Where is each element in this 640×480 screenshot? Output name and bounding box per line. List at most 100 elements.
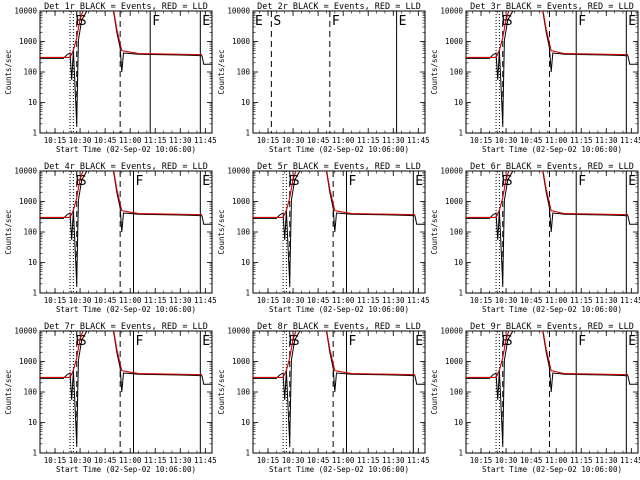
y-tick-label: 100 [449,228,463,237]
x-tick-label: 11:45 [194,136,217,145]
y-tick-label: 100 [449,388,463,397]
y-tick-label: 1000 [232,37,251,46]
marker-label: E [415,334,423,349]
x-tick-label: 11:00 [332,136,355,145]
lld-series-line [253,171,416,218]
plot-frame [39,330,213,454]
x-tick-label: 10:30 [282,296,305,305]
marker-label: F [578,334,586,349]
x-tick-label: 10:15 [257,136,280,145]
x-tick-label: 11:30 [595,136,618,145]
x-tick-label: 10:45 [94,456,117,465]
x-tick-label: 11:15 [570,136,593,145]
panel-title: Det 4r BLACK = Events, RED = LLD [44,162,208,172]
marker-label: E [399,14,407,29]
y-tick-label: 100 [23,68,37,77]
x-tick-label: 10:30 [282,456,305,465]
events-series-line [466,331,638,444]
y-tick-label: 10000 [227,7,250,16]
x-tick-label: 11:30 [169,136,192,145]
y-tick-label: 10000 [440,327,463,336]
x-tick-label: 11:15 [357,296,380,305]
x-tick-label: 11:15 [357,456,380,465]
x-axis-label: Start Time (02-Sep-02 10:06:00) [482,145,622,154]
x-axis-label: Start Time (02-Sep-02 10:06:00) [482,465,622,474]
y-tick-label: 10 [241,98,251,107]
panel-title: Det 2r BLACK = Events, RED = LLD [257,2,421,12]
x-axis-label: Start Time (02-Sep-02 10:06:00) [482,305,622,314]
y-tick-label: 10 [454,258,464,267]
x-tick-label: 10:45 [94,136,117,145]
panel-title: Det 1r BLACK = Events, RED = LLD [44,2,208,12]
marker-label: F [349,334,357,349]
x-tick-label: 10:15 [257,456,280,465]
marker-label: F [136,334,144,349]
x-tick-label: 11:45 [194,296,217,305]
y-axis-label: Counts/sec [430,209,439,254]
y-tick-label: 10000 [14,167,37,176]
plot-frame [39,10,213,134]
lld-series-line [466,11,629,58]
y-tick-label: 10000 [14,7,37,16]
marker-label: S [79,334,87,349]
x-tick-label: 10:45 [94,296,117,305]
events-series-line [466,171,638,284]
y-axis-label: Counts/sec [4,369,13,414]
y-tick-label: 10000 [440,167,463,176]
y-tick-label: 1 [32,449,37,458]
marker-label: S [505,174,513,189]
lld-series-line [466,171,629,218]
y-tick-label: 10000 [227,167,250,176]
y-tick-label: 1 [458,289,463,298]
y-tick-label: 100 [23,388,37,397]
panel-5: Det 5r BLACK = Events, RED = LLD 1 10 100 10… [217,162,430,314]
y-axis-label: Counts/sec [430,49,439,94]
x-tick-label: 10:45 [520,296,543,305]
y-tick-label: 100 [236,68,250,77]
x-tick-label: 11:30 [595,296,618,305]
lld-series-line [40,171,203,218]
marker-label: E [628,174,636,189]
x-tick-label: 11:30 [382,296,405,305]
x-tick-label: 10:15 [470,136,493,145]
x-tick-label: 11:30 [595,456,618,465]
marker-label: E [202,174,210,189]
x-tick-label: 11:00 [332,296,355,305]
x-tick-label: 10:15 [44,136,67,145]
x-tick-label: 11:00 [119,456,142,465]
y-tick-label: 10000 [227,327,250,336]
panel-title: Det 3r BLACK = Events, RED = LLD [470,2,634,12]
plot-frame [465,170,639,294]
x-tick-label: 11:15 [570,296,593,305]
y-tick-label: 1000 [232,357,251,366]
x-tick-label: 10:15 [470,456,493,465]
y-tick-label: 100 [236,388,250,397]
x-tick-label: 10:45 [307,136,330,145]
x-tick-label: 11:45 [407,456,430,465]
marker-label: F [349,174,357,189]
y-tick-label: 10000 [440,7,463,16]
marker-label: S [292,174,300,189]
y-tick-label: 100 [236,228,250,237]
marker-label: E [628,334,636,349]
x-tick-label: 11:00 [119,296,142,305]
x-tick-label: 11:15 [570,456,593,465]
y-tick-label: 1 [458,449,463,458]
y-axis-label: Counts/sec [4,49,13,94]
x-axis-label: Start Time (02-Sep-02 10:06:00) [56,145,196,154]
marker-label: S [273,14,281,29]
panel-6: Det 6r BLACK = Events, RED = LLD 1 10 100 10… [430,162,640,314]
marker-label: S [79,14,87,29]
x-tick-label: 10:30 [69,136,92,145]
y-tick-label: 1000 [445,197,464,206]
x-axis-label: Start Time (02-Sep-02 10:06:00) [56,305,196,314]
x-tick-label: 11:00 [545,136,568,145]
x-axis-label: Start Time (02-Sep-02 10:06:00) [269,145,409,154]
marker-label: E [202,14,210,29]
x-tick-label: 11:15 [144,456,167,465]
x-tick-label: 11:00 [545,296,568,305]
x-tick-label: 10:45 [520,456,543,465]
x-tick-label: 11:00 [545,456,568,465]
y-tick-label: 10 [241,258,251,267]
panel-title: Det 9r BLACK = Events, RED = LLD [470,322,634,332]
